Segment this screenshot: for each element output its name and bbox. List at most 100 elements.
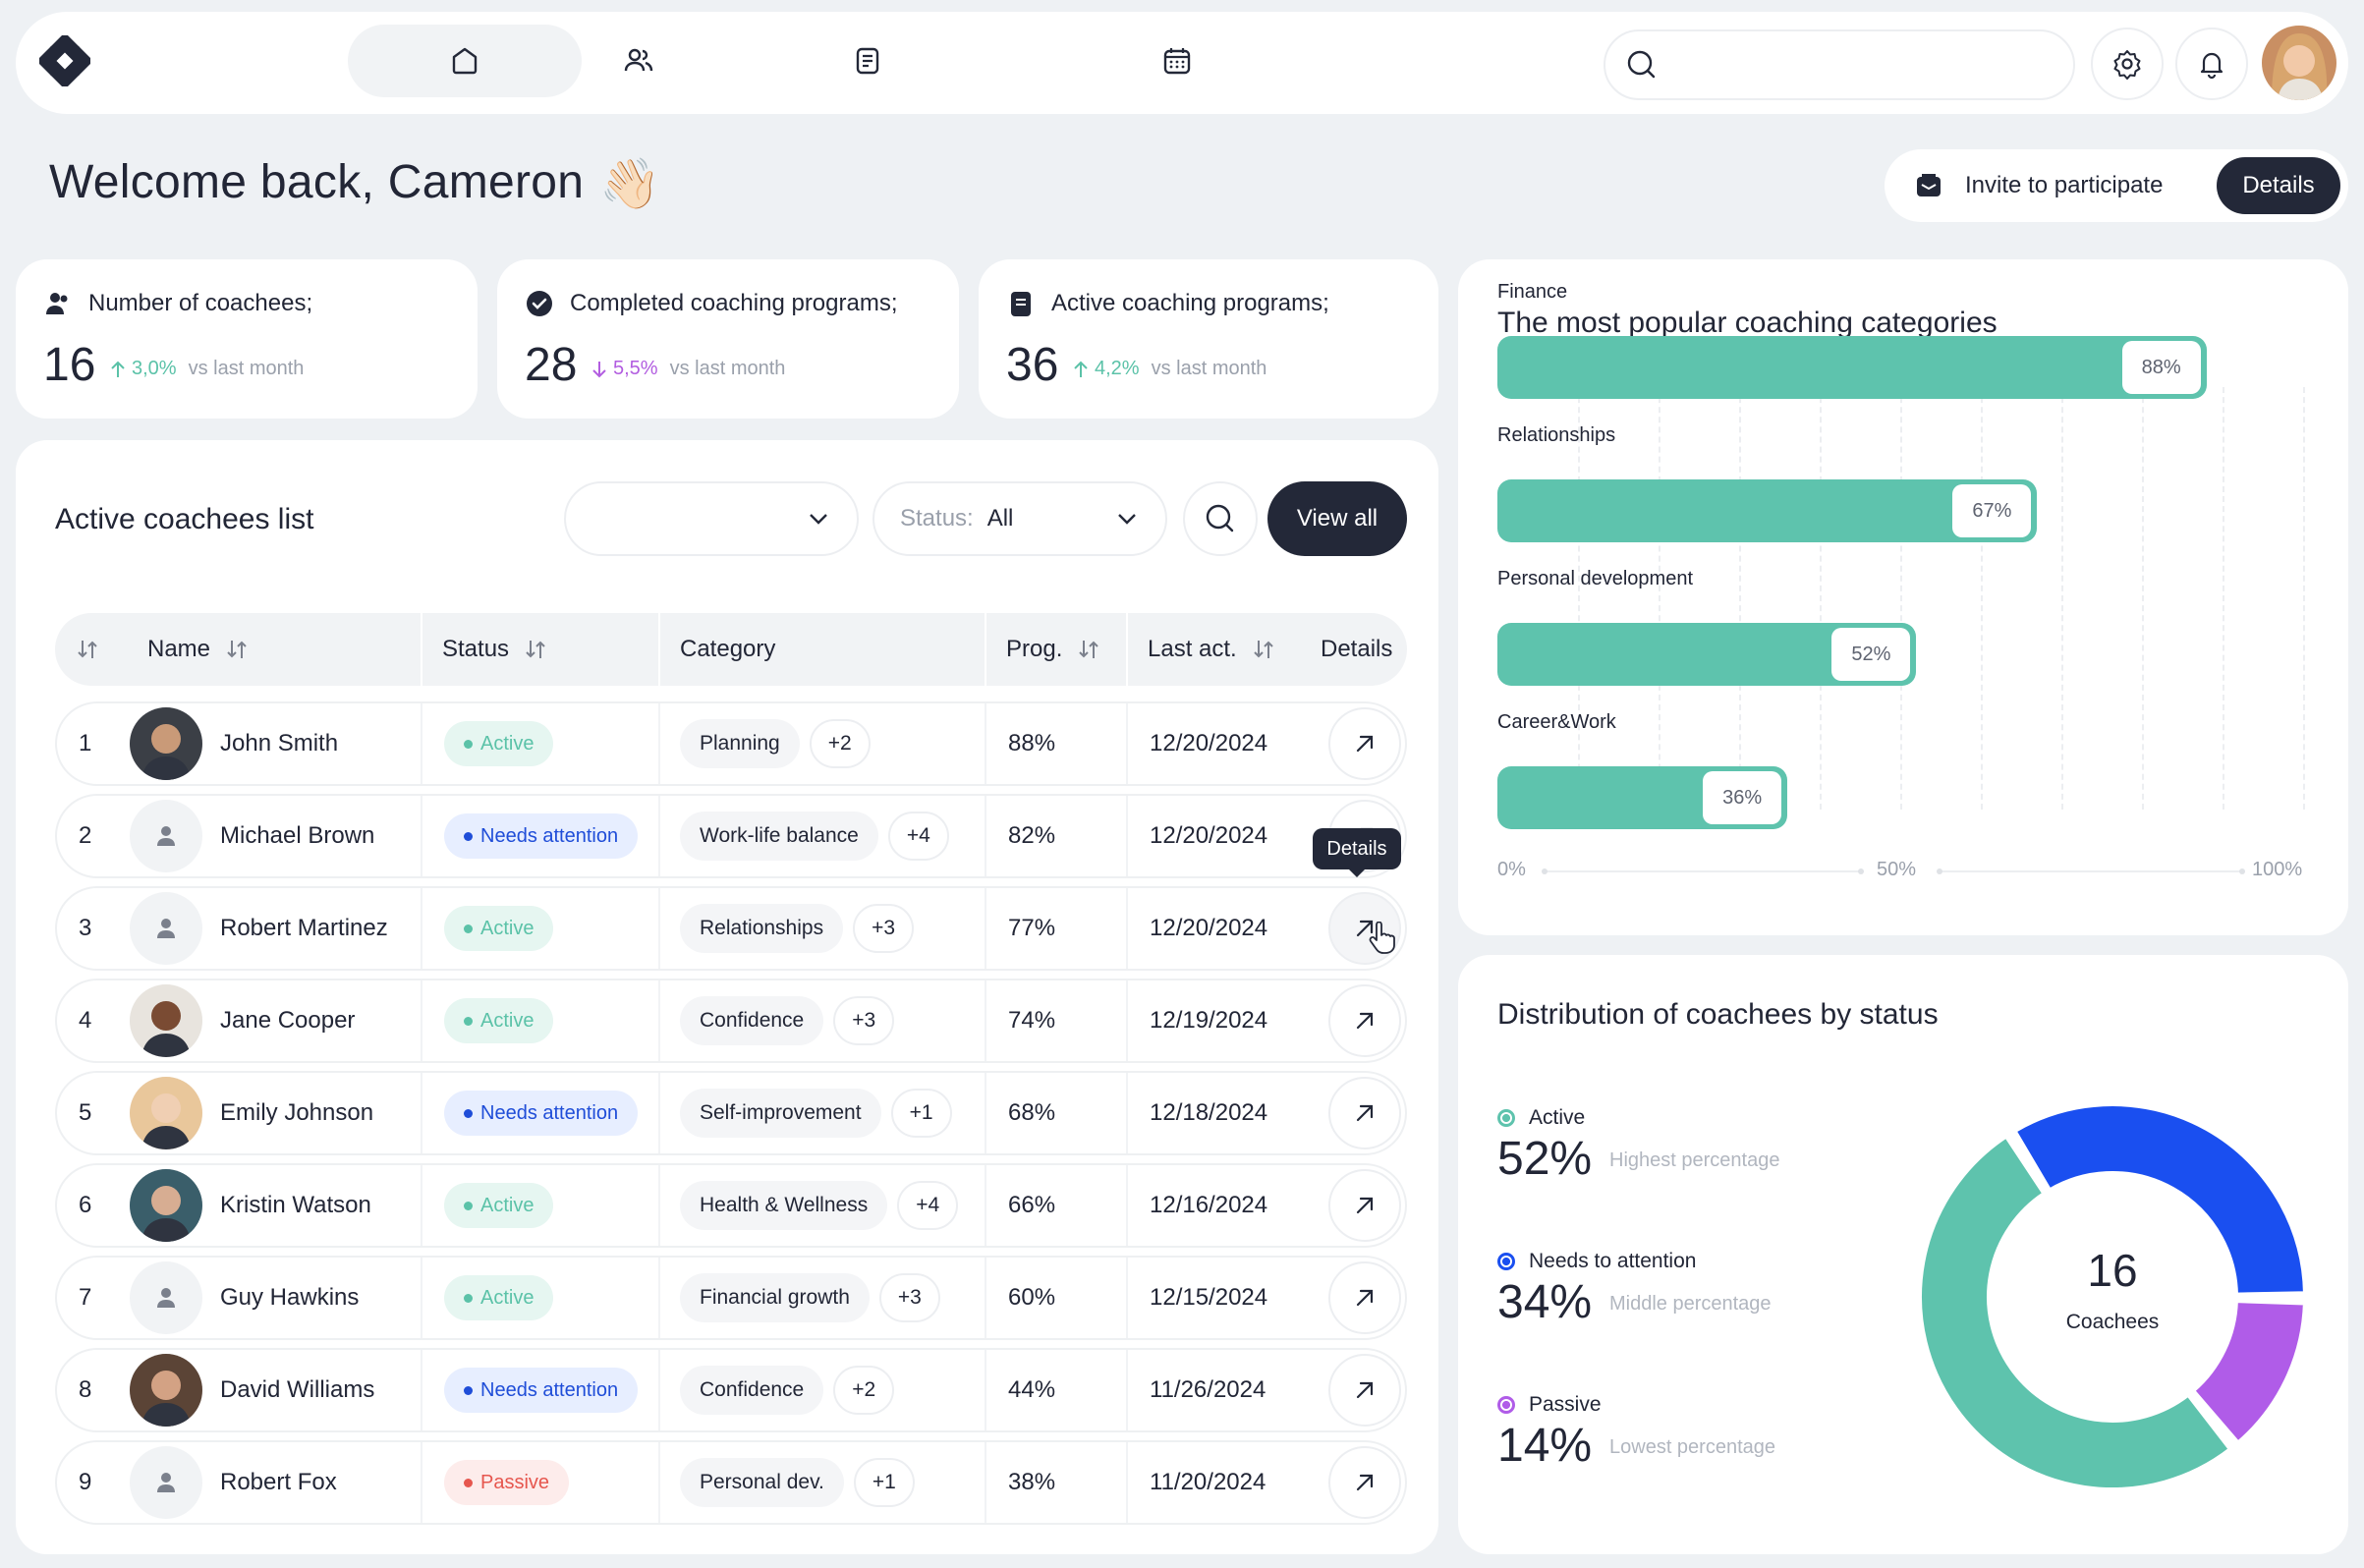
legend-item: Active [1497, 1106, 1585, 1130]
arrow-up-right-icon [1356, 1289, 1374, 1307]
notifications-button[interactable] [2175, 28, 2248, 100]
open-details-button[interactable] [1328, 1354, 1401, 1427]
x-axis-tick [1858, 868, 1864, 874]
avatar [130, 707, 202, 780]
table-row[interactable]: 4 Jane Cooper Active Confidence +3 74% 12/19/2… [55, 979, 1407, 1063]
status-cell: Active [444, 703, 554, 784]
global-search[interactable] [1604, 29, 2075, 100]
grid-line [1659, 387, 1660, 810]
table-row[interactable]: 8 David Williams Needs attention Confidence… [55, 1348, 1407, 1432]
logo-icon[interactable] [37, 33, 92, 88]
column-divider [985, 1165, 986, 1246]
more-categories-button[interactable]: +2 [833, 1366, 895, 1415]
last-activity-cell: 12/15/2024 [1150, 1284, 1268, 1311]
chevron-down-icon [810, 514, 827, 525]
bell-icon [2200, 52, 2223, 80]
stat-delta: 5,5% vs last month [591, 358, 785, 380]
invite-button[interactable]: Invite to participate [1885, 149, 2219, 222]
nav-coachees[interactable] [599, 25, 678, 97]
progress-cell: 44% [1008, 1376, 1056, 1403]
coachee-name[interactable]: Jane Cooper [220, 1007, 356, 1034]
column-header-category: Category [680, 636, 776, 662]
status-filter-dropdown[interactable]: Status: All [872, 481, 1167, 556]
list-search-button[interactable] [1183, 481, 1258, 556]
more-categories-button[interactable]: +3 [853, 904, 915, 953]
open-details-button[interactable] [1328, 1261, 1401, 1334]
donut-slice-active[interactable] [1918, 1133, 2233, 1491]
more-categories-button[interactable]: +3 [833, 996, 895, 1045]
coachee-name[interactable]: Michael Brown [220, 822, 375, 849]
details-button[interactable]: Details [2217, 157, 2340, 214]
open-details-button[interactable] [1328, 1446, 1401, 1519]
column-header-progress[interactable]: Prog. [1006, 613, 1101, 686]
table-row[interactable]: 5 Emily Johnson Needs attention Self-improv… [55, 1071, 1407, 1155]
table-row[interactable]: 7 Guy Hawkins Active Financial growth +3 60% 1… [55, 1256, 1407, 1340]
status-badge: Active [444, 906, 554, 951]
row-number: 7 [79, 1284, 92, 1311]
bar[interactable]: 67% [1497, 479, 2038, 542]
coachee-name[interactable]: Guy Hawkins [220, 1284, 360, 1311]
open-details-button[interactable] [1328, 707, 1401, 780]
more-categories-button[interactable]: +1 [890, 1089, 952, 1138]
details-tooltip: Details [1313, 828, 1401, 877]
global-search-input[interactable] [1672, 51, 2046, 79]
last-activity-cell: 12/20/2024 [1150, 915, 1268, 941]
category-cell: Relationships +3 [680, 888, 915, 969]
coachee-name[interactable]: Kristin Watson [220, 1192, 371, 1218]
coachee-name[interactable]: Robert Fox [220, 1469, 337, 1495]
column-header-status[interactable]: Status [442, 613, 548, 686]
more-categories-button[interactable]: +2 [809, 719, 871, 768]
category-label: Finance [1497, 281, 1568, 303]
table-row[interactable]: 6 Kristin Watson Active Health & Wellness +4… [55, 1163, 1407, 1248]
more-categories-button[interactable]: +4 [897, 1181, 959, 1230]
column-divider [421, 1258, 422, 1338]
last-activity-cell: 11/26/2024 [1150, 1376, 1266, 1403]
more-categories-button[interactable]: +3 [878, 1273, 940, 1322]
stat-card-coachees: Number of coachees; 16 3,0% vs last mont… [16, 259, 478, 419]
column-header-name[interactable]: Name [147, 613, 250, 686]
nav-home[interactable] [348, 25, 582, 97]
more-categories-button[interactable]: +1 [853, 1458, 915, 1507]
status-cell: Active [444, 1258, 554, 1338]
status-badge: Active [444, 998, 554, 1043]
table-row[interactable]: 3 Robert Martinez Active Relationships +3 77%… [55, 886, 1407, 971]
open-details-button[interactable] [1328, 984, 1401, 1057]
legend-note: Lowest percentage [1609, 1436, 1776, 1458]
coachee-name[interactable]: John Smith [220, 730, 339, 756]
column-divider [658, 1073, 660, 1153]
settings-button[interactable] [2091, 28, 2164, 100]
coachee-name[interactable]: Emily Johnson [220, 1099, 374, 1126]
user-avatar[interactable] [2262, 26, 2336, 100]
coachee-name[interactable]: Robert Martinez [220, 915, 388, 941]
sort-number-column[interactable] [75, 613, 100, 686]
column-header-details: Details [1321, 636, 1393, 662]
status-badge: Needs attention [444, 1368, 639, 1413]
more-categories-button[interactable]: +4 [887, 812, 949, 861]
nav-calendar[interactable] [1138, 25, 1216, 97]
donut-slice-passive[interactable] [2190, 1299, 2307, 1446]
table-row[interactable]: 2 Michael Brown Needs attention Work-life b… [55, 794, 1407, 878]
coachee-name[interactable]: David Williams [220, 1376, 375, 1403]
bar-fill [1497, 479, 2038, 542]
column-divider [985, 613, 986, 686]
column-divider [1126, 1165, 1128, 1246]
category-filter-dropdown[interactable] [564, 481, 859, 556]
category-chip: Health & Wellness [680, 1181, 888, 1230]
bar[interactable]: 52% [1497, 623, 1917, 686]
table-row[interactable]: 1 John Smith Active Planning +2 88% 12/20/2024 [55, 701, 1407, 786]
view-all-button[interactable]: View all [1267, 481, 1407, 556]
arrow-up-right-icon [1356, 1381, 1374, 1399]
table-row[interactable]: 9 Robert Fox Passive Personal dev. +1 38% 11/2… [55, 1440, 1407, 1525]
column-header-last-activity[interactable]: Last act. [1148, 613, 1276, 686]
open-details-button[interactable] [1328, 1169, 1401, 1242]
open-details-button[interactable] [1328, 1077, 1401, 1149]
column-divider [985, 703, 986, 784]
nav-documents[interactable] [828, 25, 907, 97]
stat-card-active: Active coaching programs; 36 4,2% vs las… [979, 259, 1438, 419]
stat-value: 16 [43, 339, 96, 391]
bar[interactable]: 36% [1497, 766, 1788, 829]
sort-icon [1079, 641, 1099, 658]
bar[interactable]: 88% [1497, 336, 2207, 399]
arrow-up-icon [1074, 361, 1088, 377]
donut-slice-needs-to-attention[interactable] [2011, 1102, 2308, 1297]
